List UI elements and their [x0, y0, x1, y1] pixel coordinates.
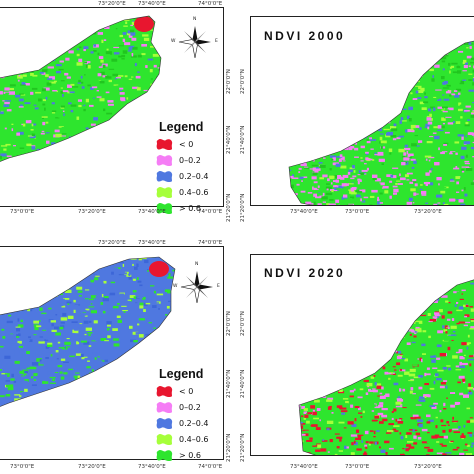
y-tick-right: 22°0'0"N	[226, 311, 232, 336]
legend-swatch-icon	[156, 170, 173, 182]
legend-label: < 0	[179, 386, 194, 396]
legend-label: > 0.6	[179, 450, 201, 460]
region-boundary	[0, 256, 176, 407]
x-tick-bottom: 73°0'0"E	[345, 209, 370, 215]
x-tick-bottom: 73°40'0"E	[138, 464, 166, 470]
y-tick-left: 21°40'0"N	[240, 369, 246, 398]
x-tick-bottom: 73°20'0"E	[414, 464, 442, 470]
legend-swatch-icon	[156, 417, 173, 429]
legend-item: 0.2–0.4	[155, 168, 208, 184]
legend-swatch-icon	[156, 138, 173, 150]
x-tick-bottom: 73°40'0"E	[290, 209, 318, 215]
legend-swatch-icon	[156, 186, 173, 198]
legend-label: 0–0.2	[179, 402, 201, 412]
legend-label: > 0.6	[179, 203, 201, 213]
y-tick-left: 21°40'0"N	[240, 125, 246, 154]
study-area-map	[0, 15, 162, 162]
x-tick-top: 74°0'0"E	[198, 240, 223, 246]
x-tick-top: 73°20'0"E	[98, 1, 126, 7]
compass-n-label: N	[195, 262, 199, 267]
legend-item: 0.4–0.6	[155, 184, 208, 200]
y-tick-left: 21°20'0"N	[240, 433, 246, 462]
legend-item: 0–0.2	[155, 399, 208, 415]
legend-swatch-icon	[156, 449, 173, 461]
study-area-map	[288, 39, 474, 205]
legend-items: < 0 0–0.2 0.2–0.4 0.4–0.6 > 0.6	[155, 383, 208, 463]
legend-item: < 0	[155, 383, 208, 399]
panel-title: NDVI 2000	[264, 29, 346, 43]
y-tick-right: 21°20'0"N	[226, 193, 232, 222]
legend-label: 0.4–0.6	[179, 187, 209, 197]
legend-item: < 0	[155, 136, 208, 152]
y-tick-right: 21°40'0"N	[226, 369, 232, 398]
x-tick-bottom: 73°0'0"E	[10, 209, 35, 215]
map-panel-top-right: NDVI 2000	[250, 16, 474, 206]
panel-title: NDVI 2020	[264, 266, 346, 280]
y-tick-right: 21°20'0"N	[226, 433, 232, 462]
legend-items: < 0 0–0.2 0.2–0.4 0.4–0.6 > 0.6	[155, 136, 208, 216]
legend-label: 0.4–0.6	[179, 434, 209, 444]
y-tick-right: 22°0'0"N	[226, 69, 232, 94]
legend-label: 0–0.2	[179, 155, 201, 165]
y-tick-left: 22°0'0"N	[240, 311, 246, 336]
x-tick-bottom: 73°40'0"E	[290, 464, 318, 470]
legend-swatch-icon	[156, 385, 173, 397]
region-boundary	[298, 279, 474, 455]
compass-e-label: E	[217, 284, 220, 289]
region-boundary	[0, 15, 162, 162]
north-arrow-icon: N W E	[173, 262, 220, 307]
y-tick-left: 22°0'0"N	[240, 69, 246, 94]
x-tick-top: 73°40'0"E	[138, 240, 166, 246]
legend-label: 0.2–0.4	[179, 171, 209, 181]
compass-w-label: W	[173, 284, 178, 289]
legend-swatch-icon	[156, 202, 173, 214]
x-tick-bottom: 74°0'0"E	[198, 464, 223, 470]
x-tick-bottom: 74°0'0"E	[198, 209, 223, 215]
legend-label: < 0	[179, 139, 194, 149]
north-arrow-icon: N W E	[171, 17, 218, 62]
legend-title: Legend	[159, 120, 204, 134]
y-tick-right: 21°40'0"N	[226, 125, 232, 154]
x-tick-top: 73°40'0"E	[138, 1, 166, 7]
legend-title: Legend	[159, 367, 204, 381]
x-tick-bottom: 73°40'0"E	[138, 209, 166, 215]
legend-swatch-icon	[156, 401, 173, 413]
map-panel-top-left: N W E Legend < 0 0–0.2 0.2–0.4 0.4–0.6 > 0.6	[0, 7, 224, 214]
legend: Legend < 0 0–0.2 0.2–0.4 0.4–0.6 > 0.6	[155, 120, 208, 216]
x-tick-bottom: 73°20'0"E	[78, 464, 106, 470]
legend-item: > 0.6	[155, 200, 208, 216]
legend-swatch-icon	[156, 433, 173, 445]
legend-item: 0.2–0.4	[155, 415, 208, 431]
legend: Legend < 0 0–0.2 0.2–0.4 0.4–0.6 > 0.6	[155, 367, 208, 463]
compass-n-label: N	[193, 17, 197, 22]
study-area-map	[0, 256, 176, 407]
legend-item: 0–0.2	[155, 152, 208, 168]
compass-w-label: W	[171, 39, 176, 44]
x-tick-bottom: 73°20'0"E	[78, 209, 106, 215]
x-tick-bottom: 73°0'0"E	[345, 464, 370, 470]
x-tick-bottom: 73°20'0"E	[414, 209, 442, 215]
legend-item: 0.4–0.6	[155, 431, 208, 447]
map-panel-bottom-right: NDVI 2020	[250, 254, 474, 456]
study-area-map	[298, 277, 474, 455]
x-tick-bottom: 73°0'0"E	[10, 464, 35, 470]
x-tick-top: 73°20'0"E	[98, 240, 126, 246]
region-boundary	[288, 40, 474, 205]
legend-item: > 0.6	[155, 447, 208, 463]
y-tick-left: 21°20'0"N	[240, 193, 246, 222]
legend-label: 0.2–0.4	[179, 418, 209, 428]
compass-e-label: E	[215, 39, 218, 44]
map-panel-bottom-left: N W E Legend < 0 0–0.2 0.2–0.4 0.4–0.6 > 0.6	[0, 246, 224, 463]
x-tick-top: 74°0'0"E	[198, 1, 223, 7]
legend-swatch-icon	[156, 154, 173, 166]
